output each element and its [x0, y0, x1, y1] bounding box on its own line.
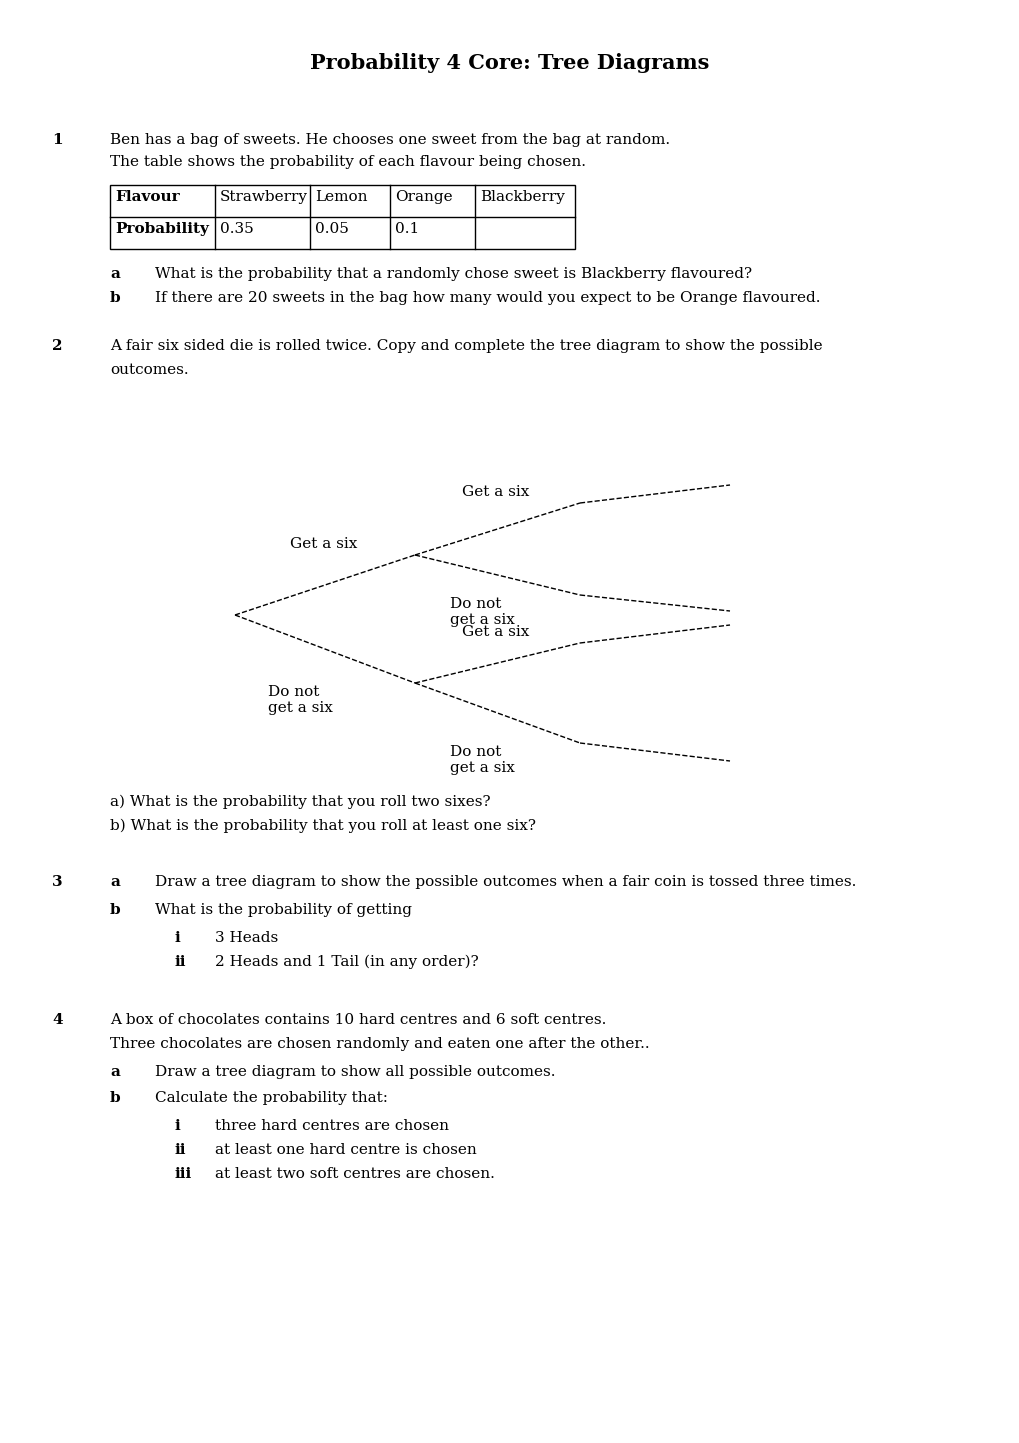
Text: What is the probability that a randomly chose sweet is Blackberry flavoured?: What is the probability that a randomly … — [155, 267, 751, 281]
Text: Blackberry: Blackberry — [480, 190, 565, 203]
Text: Do not
get a six: Do not get a six — [449, 597, 515, 628]
Text: The table shows the probability of each flavour being chosen.: The table shows the probability of each … — [110, 154, 586, 169]
Text: Orange: Orange — [394, 190, 452, 203]
Text: A box of chocolates contains 10 hard centres and 6 soft centres.: A box of chocolates contains 10 hard cen… — [110, 1013, 605, 1027]
Text: ii: ii — [175, 955, 186, 970]
Text: three hard centres are chosen: three hard centres are chosen — [215, 1118, 448, 1133]
Text: Calculate the probability that:: Calculate the probability that: — [155, 1091, 387, 1105]
Text: a) What is the probability that you roll two sixes?: a) What is the probability that you roll… — [110, 795, 490, 810]
Text: at least two soft centres are chosen.: at least two soft centres are chosen. — [215, 1167, 494, 1180]
Text: b) What is the probability that you roll at least one six?: b) What is the probability that you roll… — [110, 820, 535, 834]
Text: Get a six: Get a six — [289, 537, 357, 551]
Text: i: i — [175, 1118, 180, 1133]
Text: Do not
get a six: Do not get a six — [268, 685, 332, 716]
Text: 3 Heads: 3 Heads — [215, 931, 278, 945]
Bar — [110, 185, 575, 250]
Text: a: a — [110, 1065, 120, 1079]
Text: 1: 1 — [52, 133, 62, 147]
Text: Ben has a bag of sweets. He chooses one sweet from the bag at random.: Ben has a bag of sweets. He chooses one … — [110, 133, 669, 147]
Text: a: a — [110, 874, 120, 889]
Text: 3: 3 — [52, 874, 62, 889]
Text: i: i — [175, 931, 180, 945]
Text: Get a six: Get a six — [462, 625, 529, 639]
Text: A fair six sided die is rolled twice. Copy and complete the tree diagram to show: A fair six sided die is rolled twice. Co… — [110, 339, 821, 354]
Text: Probability 4 Core: Tree Diagrams: Probability 4 Core: Tree Diagrams — [310, 53, 709, 74]
Text: b: b — [110, 1091, 120, 1105]
Text: Strawberry: Strawberry — [220, 190, 308, 203]
Text: What is the probability of getting: What is the probability of getting — [155, 903, 412, 916]
Text: Three chocolates are chosen randomly and eaten one after the other..: Three chocolates are chosen randomly and… — [110, 1038, 649, 1051]
Text: Draw a tree diagram to show the possible outcomes when a fair coin is tossed thr: Draw a tree diagram to show the possible… — [155, 874, 856, 889]
Text: Flavour: Flavour — [115, 190, 179, 203]
Text: Lemon: Lemon — [315, 190, 367, 203]
Text: 4: 4 — [52, 1013, 62, 1027]
Text: b: b — [110, 291, 120, 304]
Text: Do not
get a six: Do not get a six — [449, 745, 515, 775]
Text: 0.1: 0.1 — [394, 222, 419, 237]
Text: iii: iii — [175, 1167, 192, 1180]
Text: Get a six: Get a six — [462, 485, 529, 499]
Text: 0.05: 0.05 — [315, 222, 348, 237]
Text: b: b — [110, 903, 120, 916]
Text: 2: 2 — [52, 339, 62, 354]
Text: Probability: Probability — [115, 222, 209, 237]
Text: 0.35: 0.35 — [220, 222, 254, 237]
Text: at least one hard centre is chosen: at least one hard centre is chosen — [215, 1143, 476, 1157]
Text: outcomes.: outcomes. — [110, 364, 189, 377]
Text: ii: ii — [175, 1143, 186, 1157]
Text: 2 Heads and 1 Tail (in any order)?: 2 Heads and 1 Tail (in any order)? — [215, 955, 478, 970]
Text: a: a — [110, 267, 120, 281]
Text: If there are 20 sweets in the bag how many would you expect to be Orange flavour: If there are 20 sweets in the bag how ma… — [155, 291, 819, 304]
Text: Draw a tree diagram to show all possible outcomes.: Draw a tree diagram to show all possible… — [155, 1065, 555, 1079]
